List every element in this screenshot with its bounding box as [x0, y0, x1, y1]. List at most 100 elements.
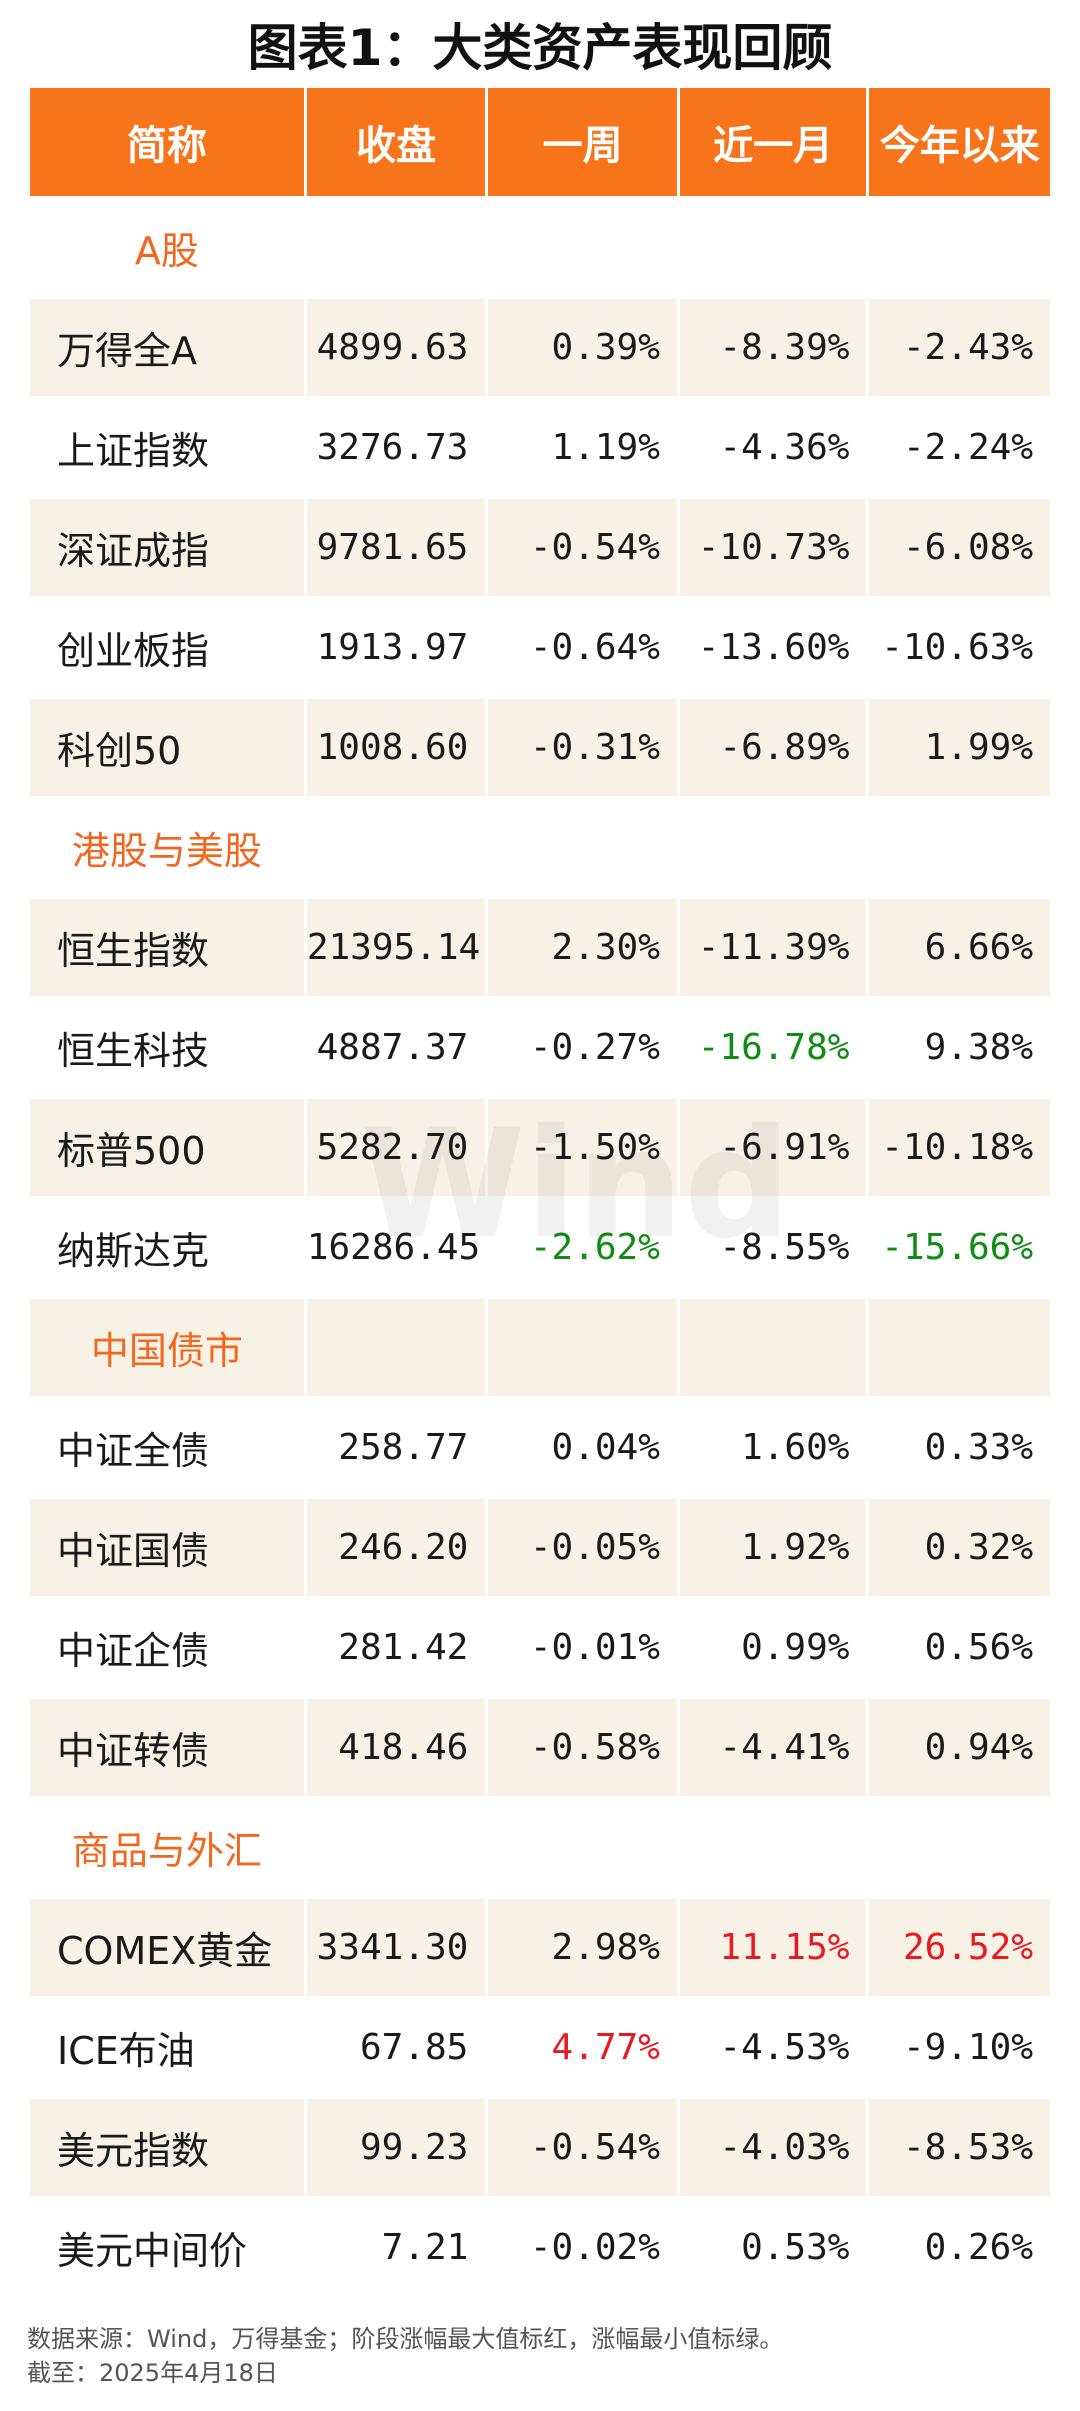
row-name: 创业板指 [30, 599, 304, 699]
date-footnote: 截至：2025年4月18日 [27, 2359, 278, 2387]
row-month: -4.41% [679, 1699, 867, 1799]
row-week: -1.50% [488, 1099, 677, 1199]
row-week: 2.98% [488, 1899, 677, 1999]
row-ytd: 1.99% [869, 699, 1050, 799]
row-month: 1.92% [679, 1499, 867, 1599]
row-month: -4.36% [679, 399, 867, 499]
row-close: 246.20 [306, 1499, 486, 1599]
row-ytd: 0.32% [869, 1499, 1050, 1599]
row-week: -0.64% [488, 599, 677, 699]
row-week: 2.30% [488, 899, 677, 999]
table-row: 标普500 5282.70 -1.50% -6.91% -10.18% [30, 1099, 1050, 1199]
row-name: 中证国债 [30, 1499, 304, 1599]
row-name: 美元中间价 [30, 2199, 304, 2299]
row-name: 恒生指数 [30, 899, 304, 999]
row-close: 258.77 [306, 1399, 486, 1499]
row-close: 418.46 [306, 1699, 486, 1799]
table-row: COMEX黄金 3341.30 2.98% 11.15% 26.52% [30, 1899, 1050, 1999]
row-close: 9781.65 [306, 499, 486, 599]
row-close: 99.23 [306, 2099, 486, 2199]
section-label: A股 [30, 199, 304, 299]
section-label: 港股与美股 [30, 799, 304, 899]
row-name: ICE布油 [30, 1999, 304, 2099]
row-ytd-max: 26.52% [869, 1899, 1050, 1999]
row-name: 中证全债 [30, 1399, 304, 1499]
row-ytd: 0.26% [869, 2199, 1050, 2299]
row-ytd: -2.43% [869, 299, 1050, 399]
table-row: 中证企债 281.42 -0.01% 0.99% 0.56% [30, 1599, 1050, 1699]
table-row: 纳斯达克 16286.45 -2.62% -8.55% -15.66% [30, 1199, 1050, 1299]
row-week: 0.39% [488, 299, 677, 399]
row-ytd: -6.08% [869, 499, 1050, 599]
table-row: 美元中间价 7.21 -0.02% 0.53% 0.26% [30, 2199, 1050, 2299]
header-name: 简称 [30, 88, 304, 199]
row-ytd: 0.94% [869, 1699, 1050, 1799]
source-footnote: 数据来源：Wind，万得基金；阶段涨幅最大值标红，涨幅最小值标绿。 [27, 2325, 784, 2353]
row-week-min: -2.62% [488, 1199, 677, 1299]
row-name: 深证成指 [30, 499, 304, 599]
row-close: 4887.37 [306, 999, 486, 1099]
row-month: -8.39% [679, 299, 867, 399]
row-month: 0.99% [679, 1599, 867, 1699]
section-row-commodities-fx: 商品与外汇 [30, 1799, 1050, 1899]
section-row-a-shares: A股 [30, 199, 1050, 299]
row-name: 美元指数 [30, 2099, 304, 2199]
row-month: -4.03% [679, 2099, 867, 2199]
row-week: 0.04% [488, 1399, 677, 1499]
table-row: 中证转债 418.46 -0.58% -4.41% 0.94% [30, 1699, 1050, 1799]
section-label: 商品与外汇 [30, 1799, 304, 1899]
table-row: 创业板指 1913.97 -0.64% -13.60% -10.63% [30, 599, 1050, 699]
row-close: 16286.45 [306, 1199, 486, 1299]
row-ytd: -9.10% [869, 1999, 1050, 2099]
row-ytd: -10.18% [869, 1099, 1050, 1199]
row-month: 1.60% [679, 1399, 867, 1499]
header-ytd: 今年以来 [869, 88, 1050, 199]
row-week-max: 4.77% [488, 1999, 677, 2099]
table-row: 上证指数 3276.73 1.19% -4.36% -2.24% [30, 399, 1050, 499]
row-ytd: 0.56% [869, 1599, 1050, 1699]
row-ytd: 0.33% [869, 1399, 1050, 1499]
table-row: 中证全债 258.77 0.04% 1.60% 0.33% [30, 1399, 1050, 1499]
row-name: 纳斯达克 [30, 1199, 304, 1299]
row-close: 21395.14 [306, 899, 486, 999]
row-ytd: -2.24% [869, 399, 1050, 499]
table-row: 美元指数 99.23 -0.54% -4.03% -8.53% [30, 2099, 1050, 2199]
row-close: 7.21 [306, 2199, 486, 2299]
row-ytd: 6.66% [869, 899, 1050, 999]
row-week: -0.01% [488, 1599, 677, 1699]
row-name: 中证转债 [30, 1699, 304, 1799]
row-close: 1913.97 [306, 599, 486, 699]
row-name: 标普500 [30, 1099, 304, 1199]
row-month: 0.53% [679, 2199, 867, 2299]
row-week: -0.31% [488, 699, 677, 799]
header-close: 收盘 [306, 88, 486, 199]
table-row: 恒生指数 21395.14 2.30% -11.39% 6.66% [30, 899, 1050, 999]
row-month: -6.89% [679, 699, 867, 799]
row-week: -0.02% [488, 2199, 677, 2299]
table-row: ICE布油 67.85 4.77% -4.53% -9.10% [30, 1999, 1050, 2099]
asset-performance-table: 简称 收盘 一周 近一月 今年以来 A股 万得全A 4899.63 0.39% … [27, 88, 1053, 2299]
row-ytd: 9.38% [869, 999, 1050, 1099]
header-month: 近一月 [679, 88, 867, 199]
row-month: -8.55% [679, 1199, 867, 1299]
header-row: 简称 收盘 一周 近一月 今年以来 [30, 88, 1050, 199]
row-week: 1.19% [488, 399, 677, 499]
row-close: 5282.70 [306, 1099, 486, 1199]
chart-title: 图表1：大类资产表现回顾 [247, 19, 833, 77]
row-month: -4.53% [679, 1999, 867, 2099]
row-month: -6.91% [679, 1099, 867, 1199]
row-name: 恒生科技 [30, 999, 304, 1099]
section-row-hk-us: 港股与美股 [30, 799, 1050, 899]
row-name: COMEX黄金 [30, 1899, 304, 1999]
row-ytd: -8.53% [869, 2099, 1050, 2199]
table-row: 中证国债 246.20 -0.05% 1.92% 0.32% [30, 1499, 1050, 1599]
row-name: 万得全A [30, 299, 304, 399]
table-row: 万得全A 4899.63 0.39% -8.39% -2.43% [30, 299, 1050, 399]
row-name: 上证指数 [30, 399, 304, 499]
row-week: -0.58% [488, 1699, 677, 1799]
table-row: 深证成指 9781.65 -0.54% -10.73% -6.08% [30, 499, 1050, 599]
row-month-max: 11.15% [679, 1899, 867, 1999]
section-label: 中国债市 [30, 1299, 304, 1399]
row-week: -0.54% [488, 499, 677, 599]
section-row-cn-bonds: 中国债市 [30, 1299, 1050, 1399]
